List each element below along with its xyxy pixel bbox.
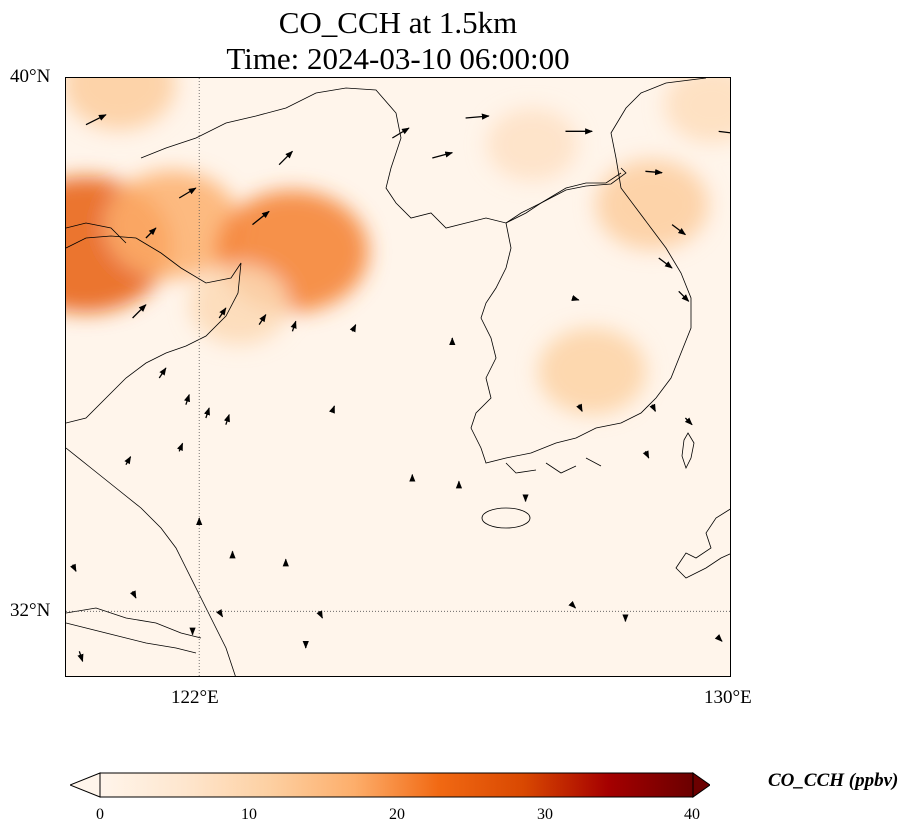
- wind-vector: [678, 290, 690, 302]
- wind-vector: [684, 417, 693, 426]
- wind-vector: [329, 405, 336, 414]
- wind-vector: [145, 227, 157, 239]
- concentration-hotspot: [105, 170, 240, 279]
- wind-vector: [70, 563, 77, 573]
- wind-vector: [349, 323, 357, 333]
- wind-vector: [571, 294, 580, 301]
- wind-vector: [642, 450, 650, 459]
- map-title-line-2: Time: 2024-03-10 06:00:00: [226, 41, 570, 76]
- wind-vector: [124, 455, 132, 465]
- wind-vector: [130, 590, 137, 599]
- colorbar-tick-40: 40: [684, 806, 700, 823]
- wind-vector: [714, 634, 723, 642]
- concentration-hotspot: [66, 78, 176, 130]
- wind-vector: [218, 307, 227, 319]
- colorbar: [70, 772, 710, 798]
- lon-tick-130: 130°E: [704, 687, 752, 708]
- lon-tick-122: 122°E: [171, 687, 219, 708]
- coastlines: [66, 78, 730, 676]
- yangtze-estuary-south: [66, 622, 197, 654]
- wind-vector: [649, 403, 656, 413]
- kyushu-coast: [675, 508, 730, 579]
- wind-vector: [216, 609, 224, 618]
- wind-vector: [258, 314, 267, 326]
- concentration-hotspot: [664, 78, 730, 143]
- wind-vector: [278, 150, 293, 166]
- concentration-field: [66, 78, 730, 415]
- map-canvas: [66, 78, 730, 676]
- wind-vector: [392, 127, 410, 139]
- wind-vector-field: [70, 113, 730, 663]
- tsushima-island: [681, 432, 695, 470]
- wind-vector: [576, 403, 583, 413]
- concentration-hotspot: [537, 327, 647, 415]
- coastline-china-east: [66, 447, 236, 676]
- wind-vector: [223, 413, 230, 425]
- wind-vector: [290, 320, 297, 332]
- korea-south-islands: [505, 457, 602, 474]
- wind-vector: [184, 393, 190, 405]
- concentration-hotspot: [595, 159, 709, 250]
- colorbar-extend-high: [692, 772, 710, 798]
- border-dprk-china: [505, 167, 627, 224]
- wind-vector: [158, 367, 167, 379]
- lat-tick-40: 40°N: [10, 66, 51, 87]
- wind-vector: [176, 442, 184, 452]
- concentration-hotspot: [189, 264, 289, 345]
- colorbar-tick-10: 10: [241, 806, 257, 823]
- wind-vector: [645, 168, 663, 176]
- wind-vector: [658, 257, 673, 269]
- colorbar-extend-low: [70, 772, 101, 798]
- yangtze-estuary: [66, 607, 202, 639]
- wind-vector: [465, 113, 490, 120]
- colorbar-tick-30: 30: [537, 806, 553, 823]
- lat-tick-32: 32°N: [10, 600, 51, 621]
- coastline-bohai: [66, 235, 242, 424]
- wind-vector: [568, 600, 577, 609]
- shandong-peninsula: [66, 222, 127, 244]
- map-title-line-1: CO_CCH at 1.5km: [278, 5, 518, 40]
- colorbar-tick-20: 20: [389, 806, 405, 823]
- colorbar-gradient: [99, 772, 694, 798]
- coastline-korea-west: [470, 78, 707, 464]
- gridlines: [66, 78, 730, 676]
- wind-vector: [132, 304, 147, 319]
- wind-vector: [671, 224, 687, 236]
- wind-vector: [252, 210, 270, 226]
- colorbar-tick-0: 0: [96, 806, 104, 823]
- wind-vector: [316, 610, 323, 619]
- wind-vector: [718, 130, 730, 134]
- concentration-hotspot: [486, 108, 578, 181]
- map-panel: [65, 77, 731, 677]
- wind-vector: [85, 114, 107, 126]
- wind-vector: [204, 407, 210, 419]
- colorbar-label: CO_CCH (ppbv): [768, 770, 899, 791]
- wind-vector: [77, 651, 84, 663]
- jeju-island: [481, 507, 531, 529]
- wind-vector: [432, 151, 454, 159]
- wind-vector: [178, 187, 197, 199]
